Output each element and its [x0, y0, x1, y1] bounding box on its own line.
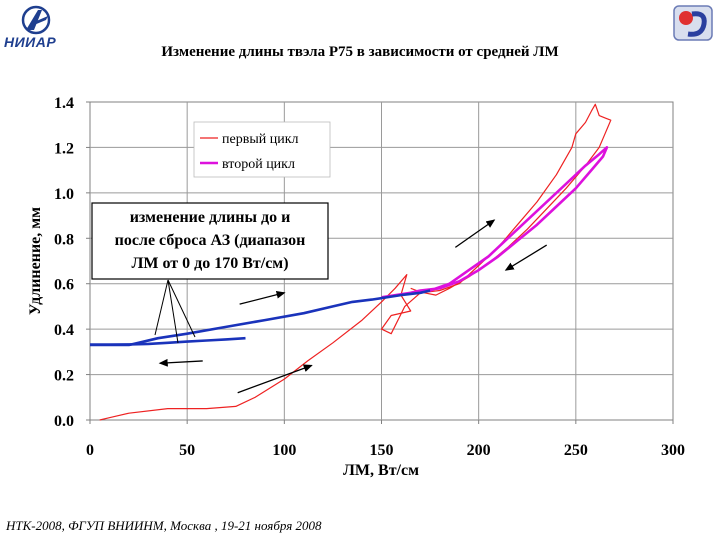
legend-label-series-1: первый цикл [222, 132, 299, 147]
legend-label-series-2: второй цикл [222, 157, 295, 172]
series-line-4 [90, 336, 246, 346]
direction-arrow-3 [158, 358, 203, 367]
institute-logo-icon [673, 5, 713, 41]
annotation-line-1: изменение длины до и [130, 209, 291, 226]
y-tick-label: 1.4 [54, 95, 74, 112]
arrow-layer [158, 219, 548, 394]
x-tick-label: 250 [564, 442, 588, 459]
niiar-logo-icon [21, 5, 51, 35]
direction-arrow-4 [454, 219, 496, 248]
y-tick-label: 0.8 [54, 231, 74, 248]
x-tick-label: 200 [467, 442, 491, 459]
footer-text: НТК-2008, ФГУП ВНИИНМ, Москва , 19-21 но… [6, 518, 322, 533]
y-tick-label: 1.2 [54, 140, 74, 157]
annotation-box [91, 202, 329, 280]
y-tick-label: 0.2 [54, 368, 74, 385]
annotation-pointer [167, 279, 179, 344]
series-layer [90, 103, 612, 421]
legend: первый цикл второй цикл [193, 121, 331, 178]
y-tick-label: 0.6 [54, 277, 74, 294]
y-axis-label: Удлинение, мм [27, 207, 44, 315]
series-line-2 [381, 146, 609, 299]
annotation-pointer [167, 279, 196, 338]
x-tick-label: 150 [370, 442, 394, 459]
chart-title: Изменение длины твэла Р75 в зависимости … [161, 44, 559, 60]
annotation-line-3: ЛМ от 0 до 170 Вт/см) [131, 255, 288, 272]
y-tick-label: 0.0 [54, 413, 74, 430]
axis-layer: 0.0 0.2 0.4 0.6 0.8 1.0 1.2 1.4 0 50 100 150 200 250 3… [54, 95, 685, 459]
annotation-line-2: после сброса АЗ (диапазон [115, 232, 306, 249]
x-axis-label: ЛМ, Вт/см [343, 462, 419, 479]
niiar-logo-text: НИИАР [4, 34, 57, 50]
direction-arrow-1 [237, 364, 313, 394]
direction-arrow-2 [239, 290, 286, 305]
annotation-pointer [154, 279, 169, 336]
y-tick-label: 0.4 [54, 322, 74, 339]
annotation: изменение длины до и после сброса АЗ (ди… [91, 202, 329, 344]
x-tick-label: 0 [86, 442, 94, 459]
y-tick-label: 1.0 [54, 186, 74, 203]
x-tick-label: 50 [179, 442, 195, 459]
direction-arrow-5 [504, 244, 548, 271]
x-tick-label: 100 [272, 442, 296, 459]
legend-box [193, 121, 331, 178]
series-line-1 [99, 103, 612, 421]
x-tick-label: 300 [661, 442, 685, 459]
